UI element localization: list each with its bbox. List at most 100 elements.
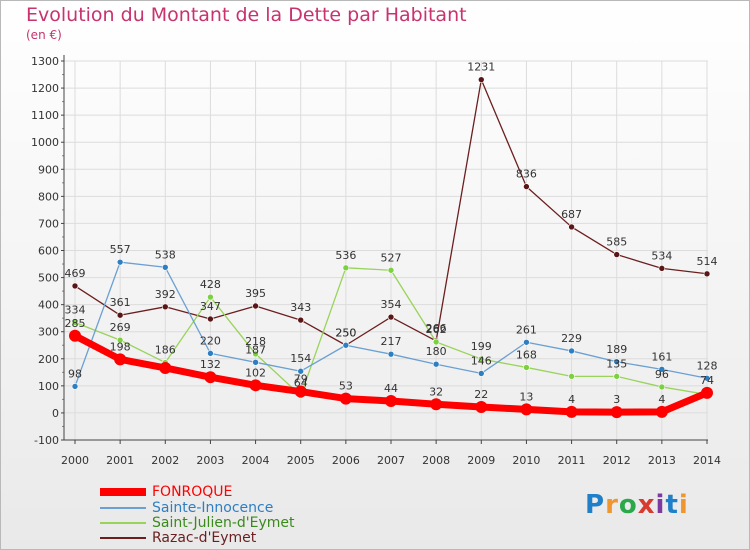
proxiti-logo: Proxiti	[585, 490, 689, 520]
data-point	[297, 316, 305, 324]
data-point	[568, 347, 575, 355]
data-point	[613, 358, 621, 366]
data-point	[385, 395, 397, 408]
data-label: 1231	[467, 61, 495, 74]
data-label: 168	[516, 348, 537, 361]
data-point	[658, 383, 666, 391]
data-label: 79	[294, 373, 308, 386]
data-point	[114, 353, 127, 366]
data-point	[159, 361, 172, 374]
legend-label: FONROQUE	[152, 484, 233, 500]
logo-letter: o	[618, 490, 638, 520]
data-label: 229	[561, 332, 582, 345]
data-point	[658, 366, 666, 373]
legend-label: Sainte-Innocence	[152, 500, 274, 516]
data-point	[342, 264, 350, 272]
data-label: 128	[697, 359, 718, 372]
data-label: 285	[65, 317, 86, 330]
x-tick-label: 2011	[558, 454, 586, 467]
data-label: 250	[335, 326, 356, 339]
data-label: 53	[339, 380, 353, 393]
data-point	[432, 338, 440, 346]
data-point	[523, 338, 530, 346]
data-point	[387, 313, 395, 321]
y-tick-label: 0	[52, 407, 59, 420]
data-point	[387, 266, 395, 274]
x-tick-label: 2006	[332, 454, 360, 467]
legend-item-sainte-innocence: Sainte-Innocence	[100, 500, 273, 516]
data-label: 428	[200, 278, 221, 291]
data-point	[703, 270, 711, 278]
data-label: 261	[516, 323, 537, 336]
logo-letter: i	[678, 490, 689, 520]
data-point	[432, 360, 440, 368]
data-label: 269	[110, 321, 131, 334]
data-label: 557	[110, 243, 131, 256]
logo-letter: P	[585, 490, 606, 520]
data-label: 354	[381, 298, 402, 311]
data-label: 469	[65, 267, 86, 280]
x-tick-label: 2007	[377, 454, 405, 467]
data-label: 3	[613, 393, 620, 406]
data-point	[613, 251, 621, 258]
y-tick-label: 800	[38, 190, 59, 203]
data-label: 132	[200, 358, 221, 371]
data-point	[565, 405, 578, 418]
data-label: 395	[245, 287, 266, 300]
y-tick-label: -100	[34, 434, 59, 447]
y-tick-label: 400	[38, 299, 59, 312]
data-point	[655, 405, 668, 418]
data-label: 146	[471, 354, 492, 367]
data-point	[430, 398, 443, 411]
data-point	[69, 329, 81, 342]
legend-swatch	[100, 522, 146, 524]
data-label: 32	[429, 385, 443, 398]
data-point	[252, 302, 259, 310]
legend-label: Razac-d'Eymet	[152, 530, 257, 546]
data-point	[204, 371, 217, 384]
x-tick-label: 2002	[151, 454, 179, 467]
x-tick-label: 2009	[467, 454, 495, 467]
data-label: 199	[471, 340, 492, 353]
x-tick-label: 2000	[61, 454, 89, 467]
data-point	[161, 303, 169, 311]
data-label: 266	[426, 322, 447, 335]
data-label: 220	[200, 334, 221, 347]
data-label: 361	[110, 296, 131, 309]
legend-item-saint-julien: Saint-Julien-d'Eymet	[100, 515, 294, 531]
data-label: 392	[155, 288, 176, 301]
logo-letter: r	[605, 490, 619, 520]
data-label: 74	[700, 374, 714, 387]
legend-swatch	[100, 507, 146, 509]
data-label: 13	[519, 390, 533, 403]
data-point	[116, 258, 124, 266]
data-label: 154	[290, 352, 311, 365]
data-label: 536	[335, 249, 356, 262]
x-tick-label: 2003	[196, 454, 224, 467]
data-point	[71, 319, 79, 326]
y-tick-label: 1200	[31, 82, 59, 95]
data-label: 22	[474, 388, 488, 401]
x-tick-label: 2010	[512, 454, 540, 467]
data-point	[477, 355, 485, 363]
x-tick-label: 2005	[287, 454, 315, 467]
data-point	[342, 341, 350, 349]
data-point	[658, 265, 666, 272]
y-tick-label: 1000	[31, 136, 59, 149]
y-tick-label: 100	[38, 380, 59, 393]
data-point	[249, 379, 262, 392]
legend-swatch	[100, 537, 146, 539]
data-label: 343	[290, 301, 311, 314]
x-tick-label: 2001	[106, 454, 134, 467]
legend-label: Saint-Julien-d'Eymet	[152, 515, 295, 531]
y-tick-label: 700	[38, 217, 59, 230]
data-point	[252, 350, 259, 358]
data-label: 514	[697, 255, 718, 268]
data-label: 4	[568, 393, 575, 406]
y-tick-label: 1100	[31, 109, 59, 122]
y-tick-label: 300	[38, 326, 59, 339]
data-point	[523, 364, 530, 371]
data-point	[297, 367, 305, 375]
data-label: 262	[426, 323, 447, 336]
